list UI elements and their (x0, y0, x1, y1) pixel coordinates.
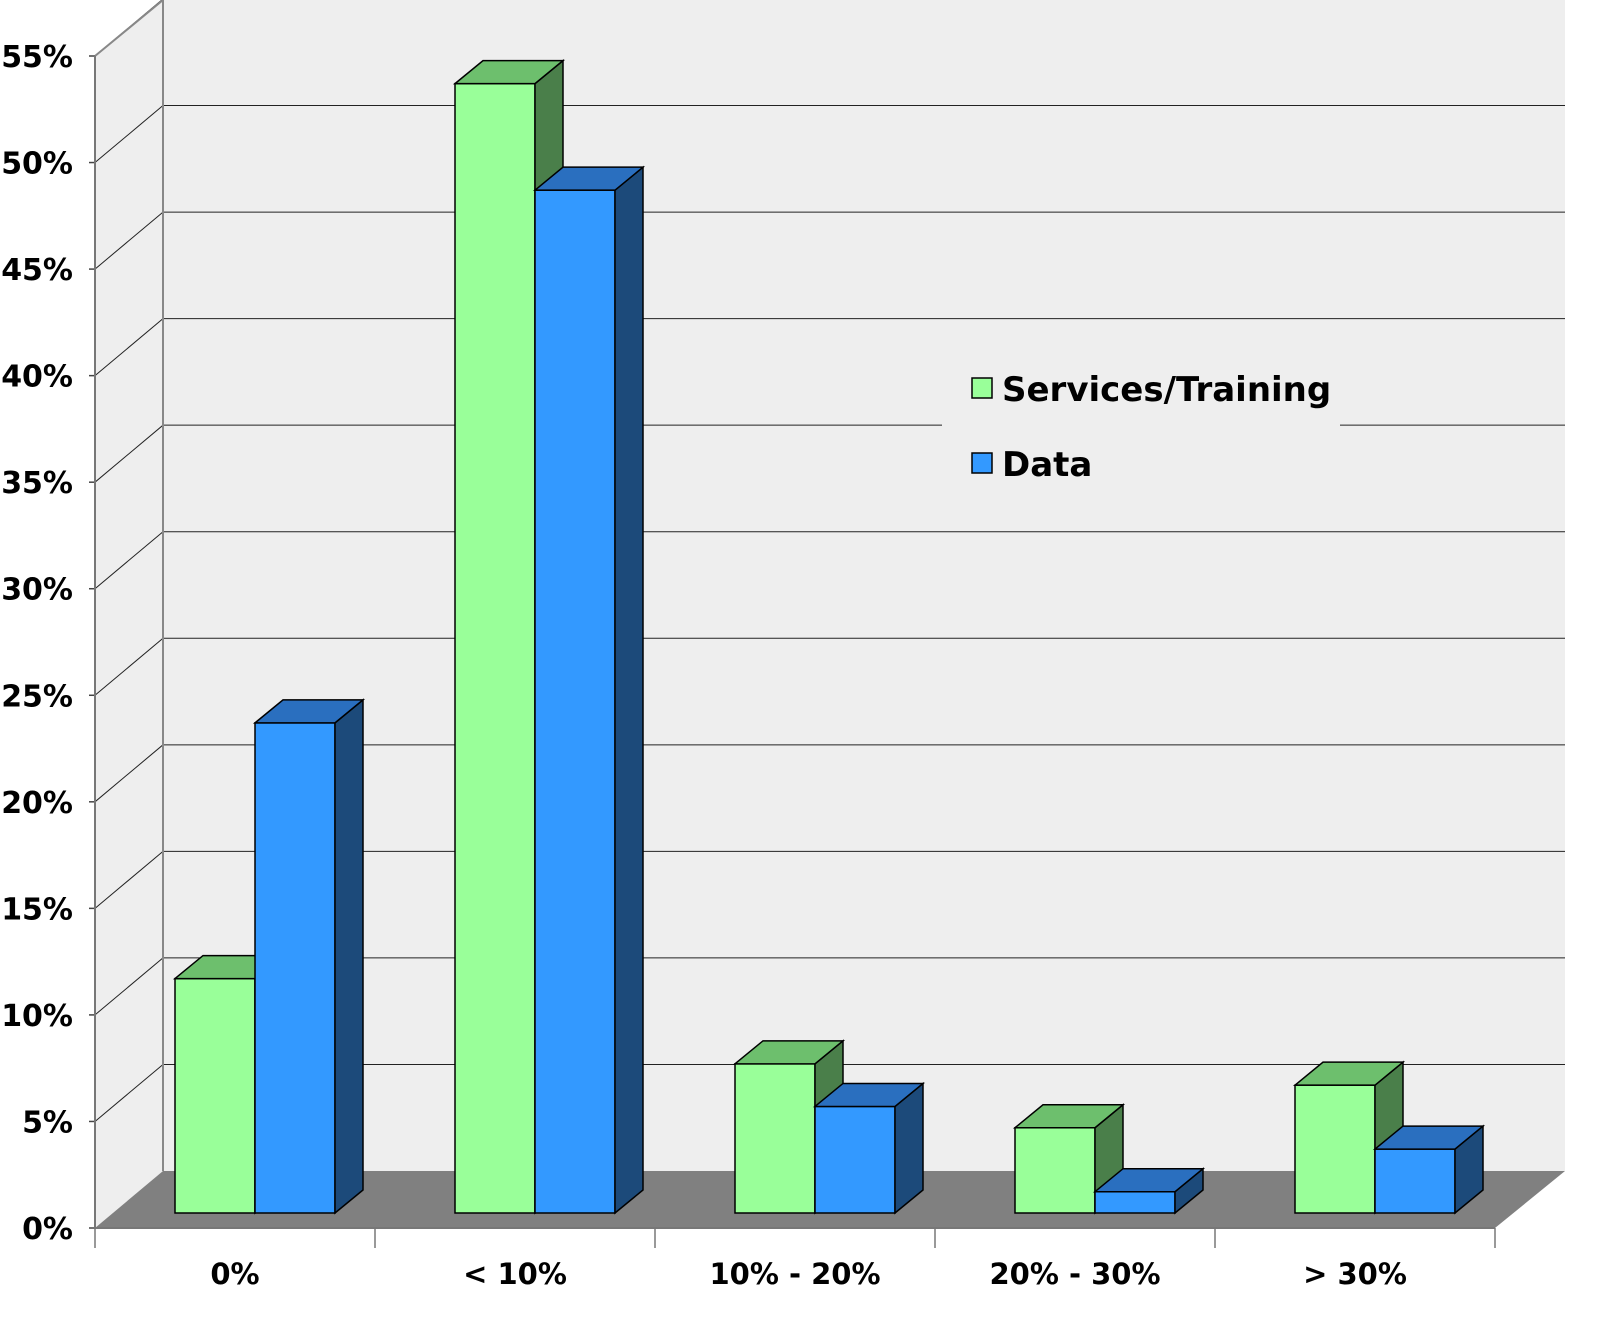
x-tick-label: 0% (210, 1257, 259, 1291)
side-gridline (94, 1064, 164, 1122)
side-wall-top-edge (94, 0, 164, 57)
side-gridline (94, 957, 164, 1016)
bar (1092, 1167, 1206, 1215)
bar-front (174, 977, 256, 1214)
side-gridline (94, 211, 164, 270)
x-tick-label: 20% - 30% (989, 1257, 1160, 1291)
bar-top (252, 699, 366, 724)
y-tick-label: 40% (1, 360, 73, 395)
side-gridline (94, 424, 164, 483)
legend-box (942, 338, 1340, 508)
side-gridline (94, 318, 164, 377)
legend-swatch (971, 452, 993, 474)
y-tick-label: 15% (1, 892, 73, 927)
x-tick-label: > 30% (1303, 1257, 1407, 1291)
y-tick-label: 25% (1, 679, 73, 714)
bar (532, 165, 646, 1215)
bar-front (1094, 1190, 1176, 1214)
side-gridline (94, 850, 164, 909)
side-gridline (94, 105, 164, 163)
bar-top (1092, 1167, 1206, 1193)
bar-front (534, 189, 616, 1214)
y-tick-label: 55% (1, 40, 73, 75)
y-tick-label: 45% (1, 253, 73, 288)
side-gridline (94, 744, 164, 803)
bar-top (452, 59, 566, 85)
y-tick-label: 0% (22, 1212, 73, 1247)
bar (252, 698, 366, 1215)
y-tick-label: 10% (1, 999, 73, 1034)
bar-front (454, 82, 536, 1214)
y-tick-label: 30% (1, 573, 73, 608)
legend-label: Data (1002, 445, 1092, 485)
bar-top (732, 1040, 846, 1065)
legend-swatch (971, 377, 993, 399)
bar-front (254, 722, 336, 1214)
y-tick-label: 50% (1, 147, 73, 182)
bar-top (1292, 1061, 1406, 1086)
bar-front (1374, 1148, 1456, 1214)
x-tick-label: 10% - 20% (709, 1257, 880, 1291)
bar-front (734, 1063, 816, 1214)
bar (1372, 1124, 1486, 1215)
side-gridline (94, 531, 164, 590)
bar-top (1012, 1104, 1126, 1129)
bar-top (1372, 1125, 1486, 1150)
y-tick-label: 35% (1, 466, 73, 501)
x-tick-label: < 10% (463, 1257, 567, 1291)
y-tick-label: 20% (1, 786, 73, 821)
bar-side (334, 698, 364, 1215)
legend-label: Services/Training (1002, 370, 1331, 410)
side-wall (95, 0, 163, 1228)
bar-front (1014, 1127, 1096, 1214)
bar-front (814, 1105, 896, 1214)
bar-front (1294, 1084, 1376, 1214)
y-tick-label: 5% (22, 1105, 73, 1140)
side-gridline (94, 637, 164, 696)
bar-top (532, 166, 646, 191)
bar-top (812, 1082, 926, 1108)
back-wall (163, 0, 1565, 1171)
bar-side (614, 165, 644, 1215)
bar (812, 1081, 926, 1215)
